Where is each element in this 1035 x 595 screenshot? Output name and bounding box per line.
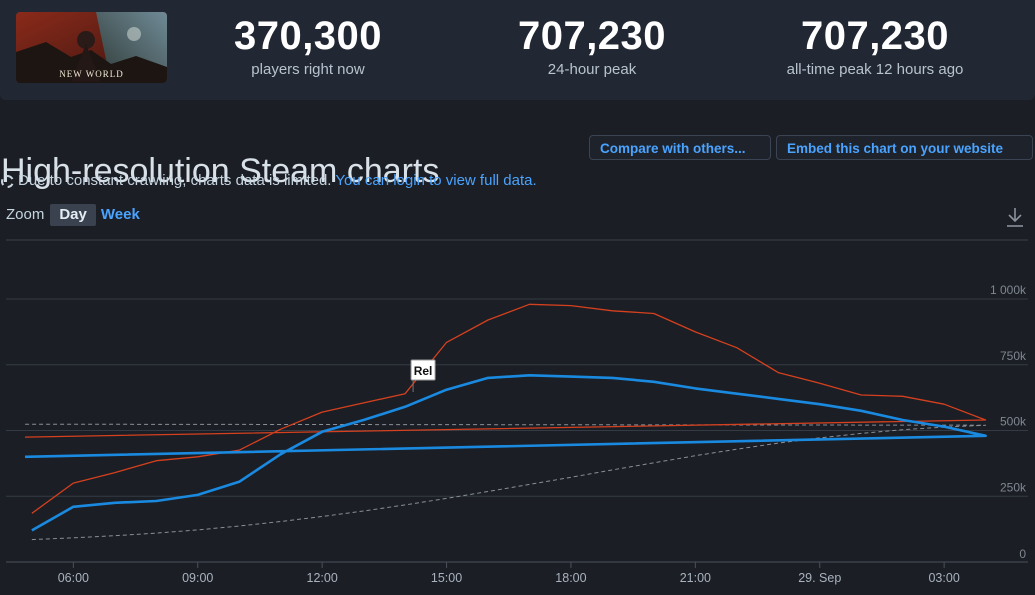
zoom-label: Zoom — [6, 206, 45, 223]
annotation-flag — [410, 359, 436, 381]
data-limit-notice: Due to constant crawling, charts data is… — [1, 172, 537, 190]
zoom-week-button[interactable]: Week — [100, 206, 140, 223]
stat-label: players right now — [251, 61, 365, 78]
x-tick-label: 29. Sep — [798, 571, 841, 585]
y-tick-label: 1 000k — [990, 283, 1027, 297]
annotation-label: Rel — [414, 364, 433, 378]
x-tick-label: 12:00 — [307, 571, 338, 585]
trend-line — [24, 423, 987, 541]
player-count-chart: 0 250k 500k 750k 1 000k 06:00 09:00 12:00 15:00 1… — [6, 239, 1028, 585]
stat-value: 707,230 — [800, 14, 950, 58]
x-tick-label: 21:00 — [680, 571, 711, 585]
y-tick-label: 750k — [1000, 349, 1027, 363]
stat-24h-peak: 707,230 24-hour peak — [492, 14, 692, 79]
stat-label: all-time peak 12 hours ago — [786, 61, 964, 78]
zoom-controls: Zoom Day Week — [6, 204, 140, 226]
stat-all-time-peak: 707,230 all-time peak 12 hours ago — [765, 14, 985, 79]
x-tick-label: 06:00 — [58, 571, 89, 585]
compare-button[interactable]: Compare with others... — [589, 135, 771, 160]
x-tick-label: 03:00 — [928, 571, 959, 585]
stat-players-now: 370,300 players right now — [208, 14, 408, 79]
notice-text: Due to constant crawling, charts data is… — [18, 172, 332, 189]
x-tick-label: 09:00 — [182, 571, 213, 585]
game-thumbnail[interactable]: NEW WORLD — [16, 12, 167, 83]
embed-chart-button[interactable]: Embed this chart on your website — [776, 135, 1033, 160]
y-tick-label: 500k — [1000, 415, 1027, 429]
x-tick-label: 18:00 — [555, 571, 586, 585]
stats-bar: NEW WORLD 370,300 players right now 707,… — [0, 0, 1035, 100]
loading-ring-icon — [1, 175, 14, 188]
stat-value: 707,230 — [517, 14, 667, 58]
game-logo-text: NEW WORLD — [59, 69, 124, 79]
x-tick-label: 15:00 — [431, 571, 462, 585]
stat-label: 24-hour peak — [547, 61, 637, 78]
stat-value: 370,300 — [233, 14, 383, 58]
section-title: High-resolution Steam charts — [1, 151, 440, 190]
zoom-day-button[interactable]: Day — [50, 204, 96, 226]
y-tick-label: 250k — [1000, 480, 1027, 494]
y-tick-label: 0 — [1019, 547, 1026, 561]
download-icon[interactable] — [1005, 206, 1025, 228]
login-link[interactable]: You can login to view full data. — [335, 172, 537, 189]
game-thumbnail-art — [16, 12, 167, 83]
players-line — [24, 374, 987, 532]
